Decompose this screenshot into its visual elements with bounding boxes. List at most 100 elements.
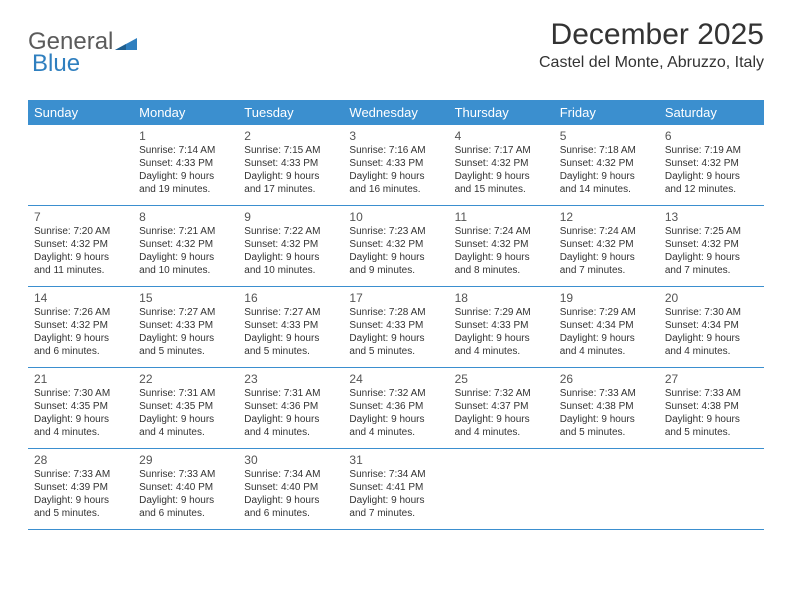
day-number: 23 <box>244 372 337 387</box>
sunrise-text: Sunrise: 7:32 AM <box>455 388 548 401</box>
sunset-text: Sunset: 4:32 PM <box>560 158 653 171</box>
sunset-text: Sunset: 4:36 PM <box>244 401 337 414</box>
daylight-text: Daylight: 9 hours and 6 minutes. <box>139 495 232 521</box>
day-cell: 23Sunrise: 7:31 AMSunset: 4:36 PMDayligh… <box>238 368 343 448</box>
sunrise-text: Sunrise: 7:28 AM <box>349 307 442 320</box>
sunset-text: Sunset: 4:32 PM <box>665 158 758 171</box>
daylight-text: Daylight: 9 hours and 16 minutes. <box>349 171 442 197</box>
day-number: 9 <box>244 210 337 225</box>
day-cell: 18Sunrise: 7:29 AMSunset: 4:33 PMDayligh… <box>449 287 554 367</box>
day-number: 17 <box>349 291 442 306</box>
sunrise-text: Sunrise: 7:33 AM <box>560 388 653 401</box>
day-number: 16 <box>244 291 337 306</box>
day-cell: 2Sunrise: 7:15 AMSunset: 4:33 PMDaylight… <box>238 125 343 205</box>
week-row: 7Sunrise: 7:20 AMSunset: 4:32 PMDaylight… <box>28 206 764 287</box>
sunset-text: Sunset: 4:33 PM <box>139 320 232 333</box>
sunset-text: Sunset: 4:33 PM <box>349 320 442 333</box>
day-cell: 8Sunrise: 7:21 AMSunset: 4:32 PMDaylight… <box>133 206 238 286</box>
sunset-text: Sunset: 4:37 PM <box>455 401 548 414</box>
sunset-text: Sunset: 4:35 PM <box>139 401 232 414</box>
location: Castel del Monte, Abruzzo, Italy <box>539 54 764 72</box>
daylight-text: Daylight: 9 hours and 4 minutes. <box>560 333 653 359</box>
sunset-text: Sunset: 4:33 PM <box>455 320 548 333</box>
daylight-text: Daylight: 9 hours and 4 minutes. <box>139 414 232 440</box>
day-cell: 10Sunrise: 7:23 AMSunset: 4:32 PMDayligh… <box>343 206 448 286</box>
sunrise-text: Sunrise: 7:25 AM <box>665 226 758 239</box>
day-number: 10 <box>349 210 442 225</box>
day-cell: 27Sunrise: 7:33 AMSunset: 4:38 PMDayligh… <box>659 368 764 448</box>
month-title: December 2025 <box>539 18 764 52</box>
sunset-text: Sunset: 4:32 PM <box>455 239 548 252</box>
week-row: 1Sunrise: 7:14 AMSunset: 4:33 PMDaylight… <box>28 125 764 206</box>
day-header-cell: Sunday <box>28 100 133 125</box>
day-header-row: SundayMondayTuesdayWednesdayThursdayFrid… <box>28 100 764 125</box>
daylight-text: Daylight: 9 hours and 6 minutes. <box>244 495 337 521</box>
daylight-text: Daylight: 9 hours and 7 minutes. <box>349 495 442 521</box>
day-header-cell: Thursday <box>449 100 554 125</box>
sunrise-text: Sunrise: 7:20 AM <box>34 226 127 239</box>
day-number: 4 <box>455 129 548 144</box>
sunrise-text: Sunrise: 7:23 AM <box>349 226 442 239</box>
day-header-cell: Saturday <box>659 100 764 125</box>
day-header-cell: Tuesday <box>238 100 343 125</box>
sunrise-text: Sunrise: 7:31 AM <box>139 388 232 401</box>
day-cell: 21Sunrise: 7:30 AMSunset: 4:35 PMDayligh… <box>28 368 133 448</box>
daylight-text: Daylight: 9 hours and 8 minutes. <box>455 252 548 278</box>
sunrise-text: Sunrise: 7:34 AM <box>349 469 442 482</box>
daylight-text: Daylight: 9 hours and 5 minutes. <box>665 414 758 440</box>
daylight-text: Daylight: 9 hours and 7 minutes. <box>665 252 758 278</box>
sunset-text: Sunset: 4:34 PM <box>665 320 758 333</box>
day-cell: 14Sunrise: 7:26 AMSunset: 4:32 PMDayligh… <box>28 287 133 367</box>
daylight-text: Daylight: 9 hours and 10 minutes. <box>139 252 232 278</box>
day-number: 6 <box>665 129 758 144</box>
day-number: 30 <box>244 453 337 468</box>
daylight-text: Daylight: 9 hours and 10 minutes. <box>244 252 337 278</box>
sunrise-text: Sunrise: 7:33 AM <box>34 469 127 482</box>
day-cell: 19Sunrise: 7:29 AMSunset: 4:34 PMDayligh… <box>554 287 659 367</box>
daylight-text: Daylight: 9 hours and 12 minutes. <box>665 171 758 197</box>
day-number: 12 <box>560 210 653 225</box>
daylight-text: Daylight: 9 hours and 4 minutes. <box>455 414 548 440</box>
week-row: 21Sunrise: 7:30 AMSunset: 4:35 PMDayligh… <box>28 368 764 449</box>
day-number: 24 <box>349 372 442 387</box>
sunset-text: Sunset: 4:32 PM <box>34 239 127 252</box>
daylight-text: Daylight: 9 hours and 5 minutes. <box>139 333 232 359</box>
day-header-cell: Monday <box>133 100 238 125</box>
day-number: 7 <box>34 210 127 225</box>
week-row: 14Sunrise: 7:26 AMSunset: 4:32 PMDayligh… <box>28 287 764 368</box>
sunrise-text: Sunrise: 7:27 AM <box>244 307 337 320</box>
daylight-text: Daylight: 9 hours and 7 minutes. <box>560 252 653 278</box>
sunrise-text: Sunrise: 7:22 AM <box>244 226 337 239</box>
logo-icon <box>115 34 137 50</box>
day-number: 15 <box>139 291 232 306</box>
sunrise-text: Sunrise: 7:33 AM <box>139 469 232 482</box>
sunset-text: Sunset: 4:32 PM <box>560 239 653 252</box>
sunrise-text: Sunrise: 7:24 AM <box>560 226 653 239</box>
day-number: 19 <box>560 291 653 306</box>
day-cell: 25Sunrise: 7:32 AMSunset: 4:37 PMDayligh… <box>449 368 554 448</box>
sunset-text: Sunset: 4:40 PM <box>244 482 337 495</box>
day-number: 2 <box>244 129 337 144</box>
day-cell <box>449 449 554 529</box>
day-number: 31 <box>349 453 442 468</box>
day-cell: 22Sunrise: 7:31 AMSunset: 4:35 PMDayligh… <box>133 368 238 448</box>
day-number: 11 <box>455 210 548 225</box>
day-number: 29 <box>139 453 232 468</box>
day-number: 1 <box>139 129 232 144</box>
day-cell: 12Sunrise: 7:24 AMSunset: 4:32 PMDayligh… <box>554 206 659 286</box>
day-number: 13 <box>665 210 758 225</box>
day-cell: 31Sunrise: 7:34 AMSunset: 4:41 PMDayligh… <box>343 449 448 529</box>
daylight-text: Daylight: 9 hours and 15 minutes. <box>455 171 548 197</box>
sunrise-text: Sunrise: 7:16 AM <box>349 145 442 158</box>
day-cell: 29Sunrise: 7:33 AMSunset: 4:40 PMDayligh… <box>133 449 238 529</box>
sunrise-text: Sunrise: 7:24 AM <box>455 226 548 239</box>
day-number: 14 <box>34 291 127 306</box>
day-cell: 16Sunrise: 7:27 AMSunset: 4:33 PMDayligh… <box>238 287 343 367</box>
daylight-text: Daylight: 9 hours and 5 minutes. <box>34 495 127 521</box>
day-cell <box>554 449 659 529</box>
day-cell: 13Sunrise: 7:25 AMSunset: 4:32 PMDayligh… <box>659 206 764 286</box>
sunrise-text: Sunrise: 7:32 AM <box>349 388 442 401</box>
sunrise-text: Sunrise: 7:14 AM <box>139 145 232 158</box>
sunset-text: Sunset: 4:39 PM <box>34 482 127 495</box>
day-number: 22 <box>139 372 232 387</box>
